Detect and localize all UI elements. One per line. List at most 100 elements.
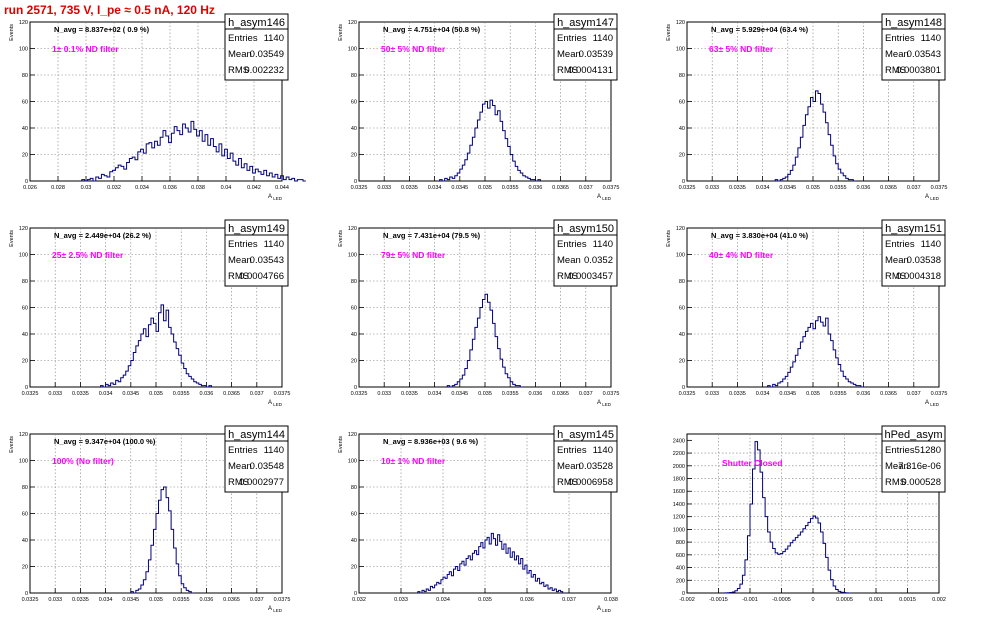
stat-label: Entries: [885, 33, 915, 44]
x-tick-label: 0.037: [579, 391, 593, 397]
y-axis-title: Events: [666, 24, 672, 41]
x-tick-label: 0.036: [529, 185, 543, 191]
filter-label: 79± 5% ND filter: [381, 250, 446, 260]
stats-box-frame: [881, 13, 946, 81]
x-tick-label: 0.0375: [603, 391, 620, 397]
stat-label: RMS: [228, 271, 249, 282]
x-tick-label: 0.034: [428, 391, 442, 397]
stat-rms: 0.0004318: [896, 271, 941, 282]
y-tick-label: 0: [682, 179, 685, 185]
y-tick-label: 1800: [673, 477, 685, 483]
stat-label: Entries: [228, 445, 258, 456]
x-tick-label: 0.036: [200, 391, 214, 397]
x-tick-label: 0: [811, 597, 814, 603]
x-tick-label: 0.044: [275, 185, 289, 191]
stat-rms: 0.0006958: [568, 477, 613, 488]
stat-entries: 1140: [593, 445, 613, 456]
stats-box: h_asym151 Entries 1140 Mean0.03538RMS0.0004…: [881, 219, 946, 287]
navg-label: N_avg = 7.431e+04 (79.5 %): [383, 231, 481, 240]
x-tick-label: 0.0325: [22, 597, 39, 603]
histogram-name: h_asym150: [557, 223, 614, 235]
y-tick-label: 2400: [673, 438, 685, 444]
stat-rms: 0.0002977: [239, 477, 284, 488]
stat-mean: -7.316e-06: [895, 461, 941, 472]
filter-label: 100% (No filter): [52, 456, 114, 466]
y-tick-label: 120: [348, 20, 357, 26]
x-tick-label: 0.0345: [779, 185, 796, 191]
stats-box: h_asym145 Entries 1140 Mean0.03528RMS0.0006…: [553, 425, 618, 493]
stats-box: h_asym149 Entries 1140 Mean0.03543RMS0.0004…: [224, 219, 289, 287]
navg-label: N_avg = 4.751e+04 (50.8 %): [383, 25, 481, 34]
x-tick-label: 0.036: [529, 391, 543, 397]
y-tick-label: 1000: [673, 527, 685, 533]
histogram-series-h_asym149: [100, 304, 212, 388]
x-tick-label: 0.0345: [451, 185, 468, 191]
y-tick-label: 120: [348, 226, 357, 232]
y-tick-label: 60: [679, 306, 685, 312]
y-tick-label: 1400: [673, 502, 685, 508]
stats-box-frame: [881, 425, 946, 493]
stat-rms: 0.002232: [244, 65, 284, 76]
stat-label: RMS: [557, 477, 578, 488]
stat-label: Entries: [557, 445, 587, 456]
x-axis-title: A LED: [268, 194, 283, 201]
x-tick-label: 0.036: [857, 391, 871, 397]
histogram-series-h_asym145: [417, 532, 565, 594]
x-tick-label: 0.037: [562, 597, 576, 603]
histogram-series-h_asym144: [130, 486, 194, 594]
x-tick-label: 0.0335: [72, 597, 89, 603]
x-tick-label: 0.037: [907, 185, 921, 191]
histogram-series-hPed_asym: [724, 441, 852, 594]
y-tick-label: 20: [351, 359, 357, 365]
x-tick-label: 0.033: [377, 391, 391, 397]
x-tick-label: 0.034: [756, 185, 770, 191]
navg-label: N_avg = 5.929e+04 (63.4 %): [711, 25, 809, 34]
stat-label: Mean: [228, 255, 252, 266]
histogram-panel-h_asym145: 0.032 0.033 0.034 0.035 0.036 0.037 0.038 0 20 40…: [338, 425, 618, 613]
stats-box: hPed_asym Entries 51280 Mean-7.316e-06 RMS0.…: [881, 425, 946, 493]
x-tick-label: 0.0335: [729, 391, 746, 397]
x-tick-label: 0.0365: [552, 185, 569, 191]
filter-label: Shutter Closed: [722, 458, 782, 468]
y-tick-label: 600: [676, 553, 685, 559]
navg-label: N_avg = 2.449e+04 (26.2 %): [54, 231, 152, 240]
y-tick-label: 80: [679, 279, 685, 285]
y-tick-label: 60: [351, 306, 357, 312]
histogram-panel-h_asym147: 0.0325 0.033 0.0335 0.034 0.0345 0.035 0.0355 0…: [338, 13, 619, 201]
stat-mean: 0.0352: [584, 255, 613, 266]
x-tick-label: 0.0335: [401, 185, 418, 191]
stat-rms: 0.0003457: [568, 271, 613, 282]
y-tick-label: 40: [679, 126, 685, 132]
y-tick-label: 0: [25, 385, 28, 391]
stats-box-frame: [224, 13, 289, 81]
y-tick-label: 100: [19, 459, 28, 465]
x-tick-label: 0.034: [99, 597, 113, 603]
stat-label: Mean: [885, 461, 909, 472]
histogram-series-h_asym148: [774, 90, 856, 182]
stat-label: Mean: [885, 255, 909, 266]
y-tick-label: 0: [354, 591, 357, 597]
stats-box-frame: [553, 219, 618, 287]
histogram-panel-h_asym144: 0.0325 0.033 0.0335 0.034 0.0345 0.035 0.0355 0…: [9, 425, 290, 613]
stat-entries: 51280: [915, 445, 941, 456]
filter-label: 50± 5% ND filter: [381, 44, 446, 54]
stat-label: RMS: [557, 65, 578, 76]
y-tick-label: 0: [682, 591, 685, 597]
stats-box-frame: [553, 425, 618, 493]
y-axis-title: Events: [9, 230, 15, 247]
histogram-name: h_asym147: [557, 17, 614, 29]
x-tick-label: 0.0355: [173, 597, 190, 603]
y-tick-label: 60: [22, 100, 28, 106]
stat-label: Entries: [885, 239, 915, 250]
x-tick-label: 0.0015: [899, 597, 916, 603]
x-tick-label: 0.0365: [223, 597, 240, 603]
y-tick-label: 20: [351, 565, 357, 571]
stat-entries: 1140: [593, 239, 613, 250]
stats-box-frame: [553, 13, 618, 81]
x-tick-label: 0.036: [857, 185, 871, 191]
stats-box: h_asym146 Entries 1140 Mean0.03549RMS0.0022…: [224, 13, 289, 81]
x-tick-label: 0.04: [221, 185, 232, 191]
x-tick-label: 0.035: [806, 185, 820, 191]
x-tick-label: 0.0325: [351, 391, 368, 397]
stat-rms: 0.0003801: [896, 65, 941, 76]
